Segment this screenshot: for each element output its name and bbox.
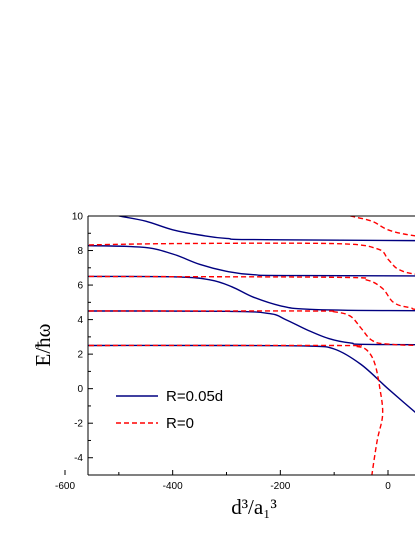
y-tick-label: -4 (74, 453, 83, 464)
y-tick-label: 4 (77, 315, 83, 326)
x-axis-label: d³/a₁³ (231, 495, 277, 519)
y-tick-label: 6 (77, 281, 83, 292)
y-tick-label: 10 (72, 212, 84, 223)
legend: R=0.05d R=0 (116, 388, 223, 432)
series-line (350, 216, 415, 237)
y-tick-label: -2 (74, 419, 83, 430)
y-tick-label: 2 (77, 350, 83, 361)
series-line (88, 344, 384, 475)
series-line (88, 275, 415, 312)
series-line (88, 344, 415, 414)
x-tick-label: -200 (270, 481, 290, 492)
plot-frame (87, 215, 415, 476)
data-curves (88, 216, 415, 475)
x-tick-label: 0 (385, 481, 391, 492)
x-tick-label: -600 (55, 481, 75, 492)
series-line (118, 216, 415, 242)
series-line (88, 275, 415, 310)
series-line (88, 242, 415, 275)
series-line (88, 244, 415, 277)
series-line (88, 310, 415, 346)
legend-label: R=0 (166, 415, 194, 432)
y-axis-label: E/ħω (31, 324, 55, 367)
y-tick-label: 0 (77, 384, 83, 395)
series-line (88, 310, 415, 347)
x-tick-label: -400 (163, 481, 183, 492)
y-tick-label: 8 (77, 246, 83, 257)
legend-label: R=0.05d (166, 388, 223, 405)
